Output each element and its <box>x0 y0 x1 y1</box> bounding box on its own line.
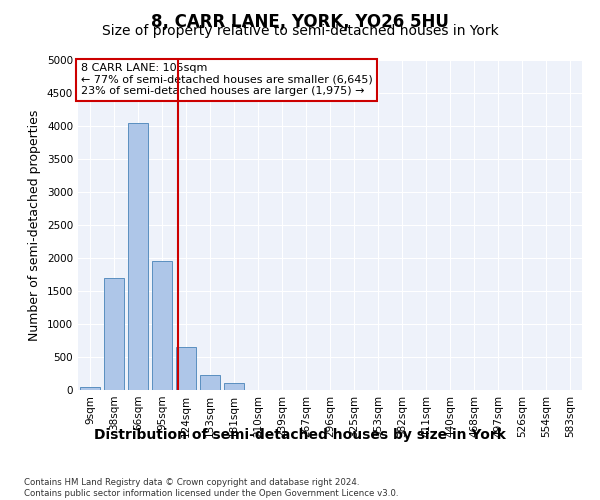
Bar <box>128 122 148 390</box>
Text: Distribution of semi-detached houses by size in York: Distribution of semi-detached houses by … <box>94 428 506 442</box>
Bar <box>200 375 220 390</box>
Y-axis label: Number of semi-detached properties: Number of semi-detached properties <box>28 110 41 340</box>
Text: 8 CARR LANE: 105sqm
← 77% of semi-detached houses are smaller (6,645)
23% of sem: 8 CARR LANE: 105sqm ← 77% of semi-detach… <box>80 64 372 96</box>
Bar <box>176 347 196 390</box>
Text: Size of property relative to semi-detached houses in York: Size of property relative to semi-detach… <box>101 24 499 38</box>
Text: 8, CARR LANE, YORK, YO26 5HU: 8, CARR LANE, YORK, YO26 5HU <box>151 12 449 30</box>
Bar <box>152 262 172 390</box>
Bar <box>224 384 244 390</box>
Text: Contains HM Land Registry data © Crown copyright and database right 2024.
Contai: Contains HM Land Registry data © Crown c… <box>24 478 398 498</box>
Bar <box>104 278 124 390</box>
Bar <box>80 386 100 390</box>
